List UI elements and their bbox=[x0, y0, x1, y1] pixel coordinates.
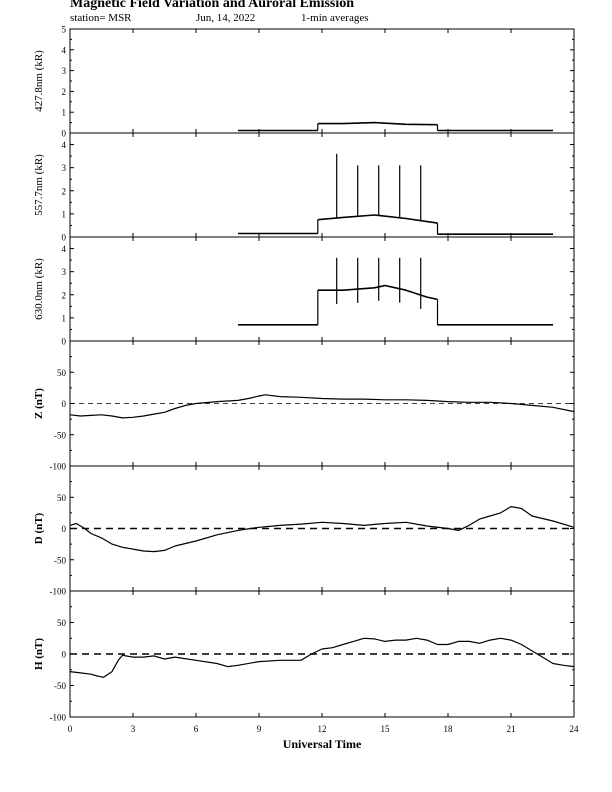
y-tick-label: -50 bbox=[54, 555, 66, 565]
y-tick-label: 50 bbox=[57, 493, 67, 503]
data-line bbox=[317, 284, 438, 301]
x-tick-label: 3 bbox=[131, 724, 136, 734]
panel-frame bbox=[69, 132, 575, 238]
y-tick-label: 0 bbox=[62, 337, 67, 347]
x-tick-label: 9 bbox=[257, 724, 262, 734]
y-tick-label: 3 bbox=[62, 267, 67, 277]
panel-4: -100 -50 0 50 Z (nT) bbox=[33, 340, 575, 472]
y-tick-label: -50 bbox=[54, 681, 66, 691]
y-tick-label: 3 bbox=[62, 163, 67, 173]
x-axis-title: Universal Time bbox=[283, 737, 362, 751]
station-label: station= MSR bbox=[70, 12, 132, 24]
y-tick-label: 0 bbox=[62, 524, 67, 534]
x-tick-label: 12 bbox=[318, 724, 327, 734]
y-tick-label: 4 bbox=[62, 45, 67, 55]
data-line bbox=[69, 637, 575, 678]
panel-5: -100 -50 0 50 D (nT) bbox=[33, 465, 575, 597]
data-line bbox=[69, 506, 575, 553]
y-tick-label: 4 bbox=[62, 244, 67, 254]
x-tick-label: 18 bbox=[444, 724, 454, 734]
x-tick-label: 6 bbox=[194, 724, 199, 734]
data-line bbox=[317, 121, 438, 126]
x-tick-label: 0 bbox=[68, 724, 73, 734]
y-tick-label: 1 bbox=[62, 313, 67, 323]
panel-frame bbox=[69, 28, 575, 134]
y-tick-label: -100 bbox=[50, 587, 67, 597]
y-tick-label: -100 bbox=[50, 713, 67, 723]
y-axis-label: 427.8nm (kR) bbox=[33, 50, 45, 112]
data-line bbox=[317, 214, 438, 224]
y-tick-label: 1 bbox=[62, 209, 67, 219]
y-tick-label: 3 bbox=[62, 66, 67, 76]
y-tick-label: 2 bbox=[62, 290, 67, 300]
data-line bbox=[69, 394, 575, 419]
y-tick-label: 4 bbox=[62, 140, 67, 150]
y-tick-label: 0 bbox=[62, 650, 67, 660]
y-tick-label: 0 bbox=[62, 233, 67, 243]
panel-2: 0 1 2 3 4 557.7nm (kR) bbox=[33, 132, 575, 243]
y-tick-label: -100 bbox=[50, 462, 67, 472]
y-axis-label: 557.7nm (kR) bbox=[33, 154, 45, 216]
panel-6: -100 -50 0 50 H (nT) bbox=[33, 590, 575, 723]
y-tick-label: 50 bbox=[57, 368, 67, 378]
panel-3: 0 1 2 3 4 630.0nm (kR) bbox=[33, 236, 575, 347]
x-tick-label: 24 bbox=[570, 724, 580, 734]
x-tick-label: 15 bbox=[381, 724, 391, 734]
panel-1: 0 1 2 3 4 5 427.8nm (kR) bbox=[33, 25, 575, 139]
averaging-label: 1-min averages bbox=[301, 12, 369, 24]
y-axis-label: D (nT) bbox=[33, 512, 45, 544]
y-tick-label: -50 bbox=[54, 430, 66, 440]
y-axis-label: Z (nT) bbox=[33, 388, 45, 419]
x-tick-label: 21 bbox=[507, 724, 516, 734]
y-tick-label: 2 bbox=[62, 186, 67, 196]
date-label: Jun, 14, 2022 bbox=[196, 12, 256, 24]
y-tick-label: 0 bbox=[62, 399, 67, 409]
y-tick-label: 5 bbox=[62, 25, 67, 35]
chart-title: Magnetic Field Variation and Auroral Emi… bbox=[70, 0, 355, 11]
y-axis-label: H (nT) bbox=[33, 638, 45, 670]
y-tick-label: 50 bbox=[57, 618, 67, 628]
y-tick-label: 0 bbox=[62, 129, 67, 139]
y-axis-label: 630.0nm (kR) bbox=[33, 258, 45, 320]
y-tick-label: 2 bbox=[62, 87, 67, 97]
y-tick-label: 1 bbox=[62, 108, 67, 118]
